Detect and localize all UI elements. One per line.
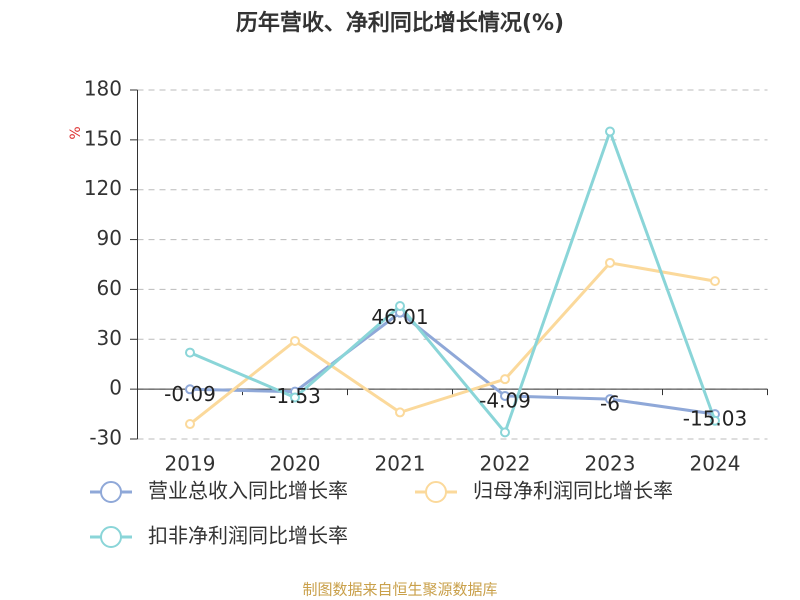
data-point — [605, 126, 615, 137]
y-tick-label: 60 — [97, 276, 122, 300]
data-point — [290, 335, 300, 346]
data-label: -4.09 — [479, 388, 531, 412]
x-tick-label: 2024 — [690, 452, 741, 476]
data-point — [500, 427, 510, 438]
source-note: 制图数据来自恒生聚源数据库 — [302, 581, 497, 599]
series-line — [189, 261, 716, 426]
data-point — [290, 392, 300, 403]
x-tick-label: 2021 — [375, 452, 426, 476]
data-point — [500, 374, 510, 385]
x-tick-label: 2020 — [270, 452, 321, 476]
x-tick-label: 2022 — [480, 452, 531, 476]
legend-label: 营业总收入同比增长率 — [148, 479, 348, 503]
legend-swatch — [100, 481, 122, 503]
y-axis-label: % — [68, 126, 84, 139]
y-tick-label: 180 — [84, 77, 122, 101]
y-tick-label: 150 — [84, 126, 122, 150]
y-tick-label: -30 — [89, 426, 122, 450]
data-label: -15.03 — [683, 407, 747, 431]
y-tick-label: 30 — [97, 326, 122, 350]
data-label: -6 — [600, 392, 620, 416]
data-point — [710, 276, 720, 287]
series-line — [189, 127, 717, 436]
chart-title: 历年营收、净利同比增长情况(%) — [236, 10, 564, 36]
legend-label: 扣非净利润同比增长率 — [148, 524, 348, 548]
data-point — [395, 407, 405, 418]
data-label: 46.01 — [371, 305, 428, 329]
data-point — [185, 347, 195, 358]
data-point — [395, 301, 405, 312]
x-tick-label: 2019 — [165, 452, 216, 476]
y-tick-label: 0 — [109, 376, 122, 400]
data-point — [500, 390, 510, 401]
data-point — [605, 257, 615, 268]
x-tick-label: 2023 — [585, 452, 636, 476]
data-point — [185, 419, 195, 430]
data-point — [710, 415, 720, 426]
y-tick-label: 90 — [97, 226, 122, 250]
legend-label: 归母净利润同比增长率 — [473, 479, 673, 503]
data-label: -1.53 — [269, 384, 321, 408]
legend-swatch — [100, 526, 122, 548]
data-label: -0.09 — [164, 382, 216, 406]
y-tick-label: 120 — [84, 176, 122, 200]
data-point — [605, 394, 615, 405]
data-point — [185, 384, 195, 395]
legend-swatch — [425, 481, 447, 503]
